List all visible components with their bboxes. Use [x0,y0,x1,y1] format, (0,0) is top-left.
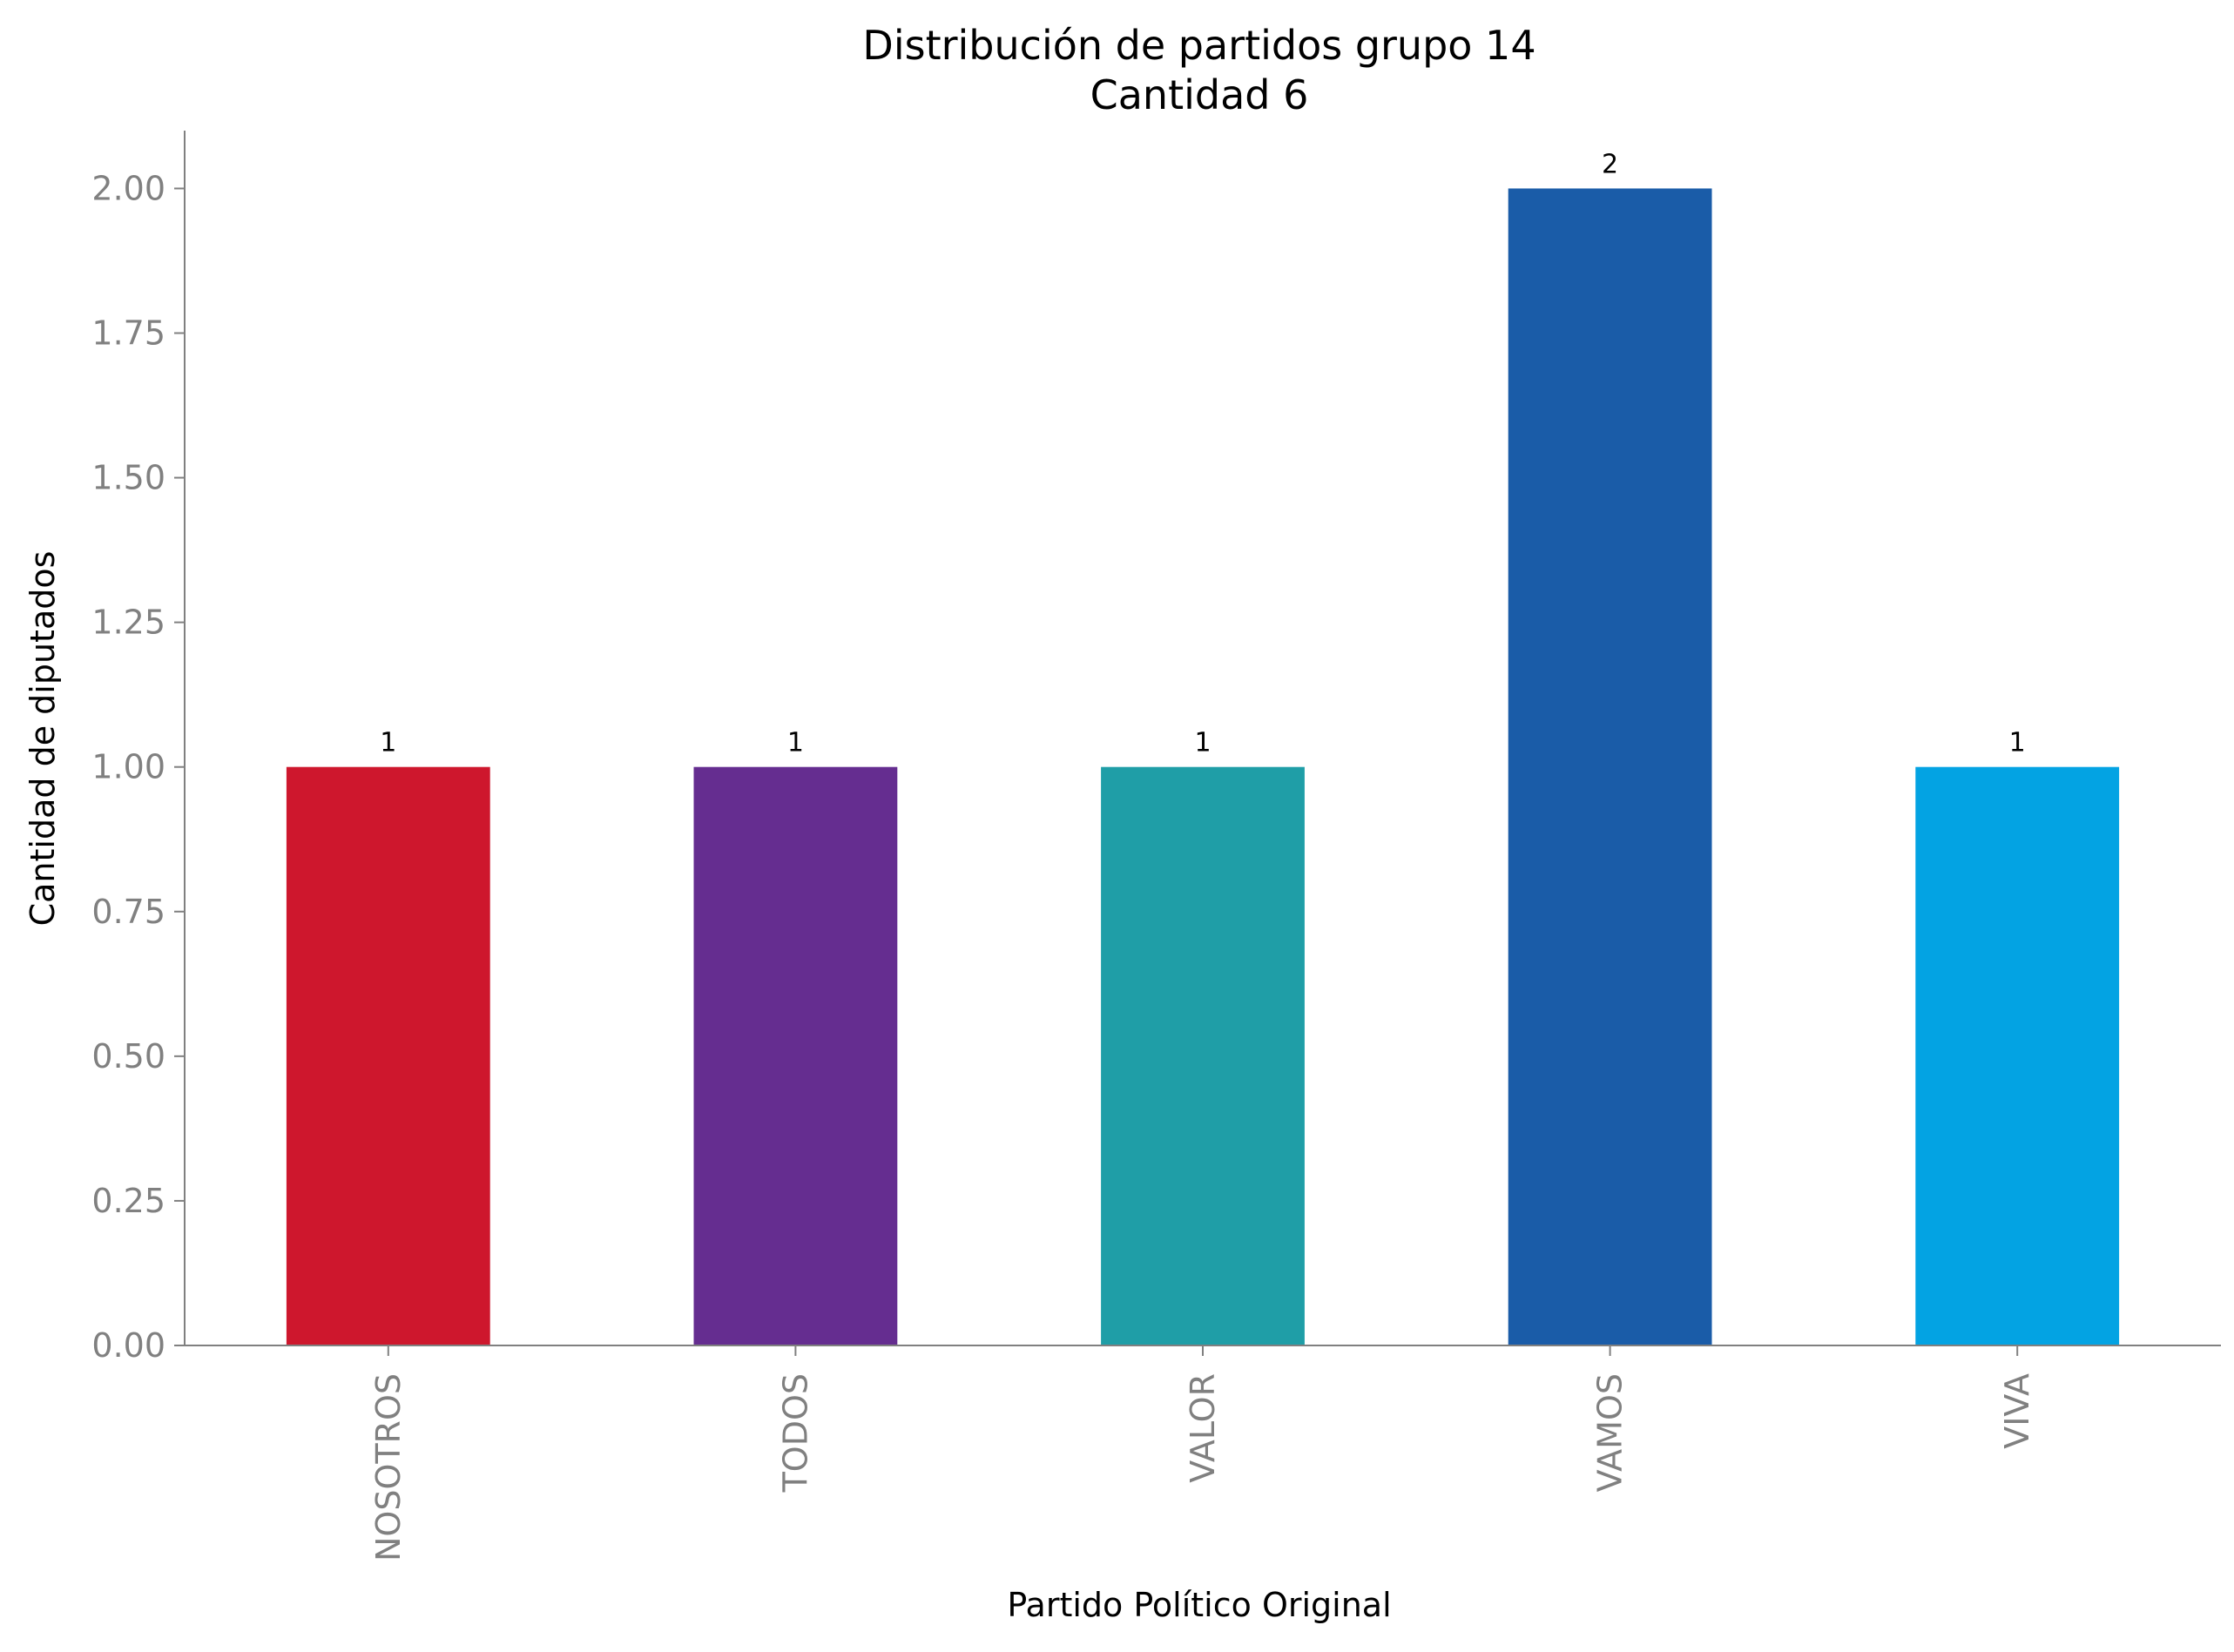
chart-subtitle: Cantidad 6 [1090,71,1309,118]
bars-layer [286,188,2120,1346]
data-label-vamos: 2 [1602,149,1618,179]
bar-valor [1101,766,1305,1345]
data-label-valor: 1 [1194,728,1211,759]
y-tick-label: 0.25 [91,1182,165,1220]
bar-todos [693,766,898,1345]
data-label-viva: 1 [2009,728,2026,759]
x-tick-label-todos: TODOS [776,1373,814,1493]
chart-title: Distribución de partidos grupo 14 [862,22,1535,69]
y-tick-label: 0.75 [91,893,165,931]
y-tick-label: 1.25 [91,603,165,642]
y-tick-label: 0.00 [91,1326,165,1365]
y-tick-label: 0.50 [91,1037,165,1075]
data-label-nosotros: 1 [380,728,396,759]
y-axis-label: Cantidad de diputados [24,551,62,927]
x-tick-label-viva: VIVA [1998,1373,2036,1449]
x-axis-label: Partido Político Original [1007,1586,1391,1624]
ticks-layer: NOSOTROS TODOS VALOR VAMOS VIVA 0.00 0.25 0.50 0… [91,169,2036,1561]
y-tick-label: 2.00 [91,169,165,207]
x-tick-label-valor: VALOR [1184,1373,1222,1483]
bar-vamos [1508,188,1712,1346]
y-tick-label: 1.00 [91,748,165,786]
y-tick-label: 1.50 [91,459,165,497]
labels-layer: 1 1 1 2 1 [380,149,2025,758]
bar-viva [1915,766,2120,1345]
y-tick-label: 1.75 [91,314,165,353]
x-tick-label-vamos: VAMOS [1591,1373,1630,1492]
data-label-todos: 1 [787,728,804,759]
x-tick-label-nosotros: NOSOTROS [369,1373,408,1561]
bar-nosotros [286,766,490,1345]
